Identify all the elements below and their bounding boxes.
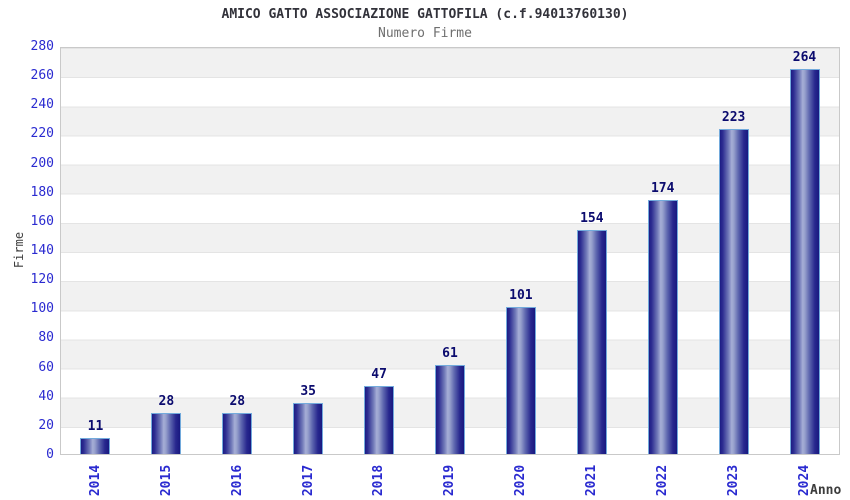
bar-value-label: 28 <box>158 394 175 410</box>
x-tick-label: 2019 <box>442 464 458 496</box>
bar-value-label: 154 <box>580 210 604 226</box>
x-tick-label: 2020 <box>513 464 529 496</box>
x-tick-label: 2014 <box>87 464 103 496</box>
x-tick-label: 2015 <box>158 464 174 496</box>
bar-value-label: 223 <box>721 110 746 126</box>
y-tick-label: 120 <box>30 272 54 288</box>
y-tick-label: 260 <box>30 68 54 84</box>
y-tick-label: 60 <box>38 359 54 375</box>
y-tick-label: 80 <box>38 330 54 346</box>
y-tick-label: 20 <box>38 417 54 433</box>
bar-2015 <box>151 413 182 454</box>
bar-2014 <box>80 437 111 454</box>
y-tick-label: 200 <box>30 155 54 171</box>
y-tick-label: 240 <box>30 97 54 113</box>
bar-2020 <box>505 306 536 454</box>
x-tick-label: 2022 <box>655 464 671 496</box>
x-tick-label: 2017 <box>300 464 316 496</box>
x-tick-label: 2016 <box>229 464 245 496</box>
bar-value-label: 61 <box>442 346 458 362</box>
bar-2017 <box>293 403 324 454</box>
bar-value-label: 174 <box>650 181 675 197</box>
bar-2023 <box>718 129 749 454</box>
bar-value-label: 47 <box>371 366 387 382</box>
y-tick-label: 100 <box>30 301 54 317</box>
bar-value-label: 28 <box>229 394 246 410</box>
bar-2021 <box>576 229 607 454</box>
bar-value-label: 11 <box>87 418 104 434</box>
bar-value-label: 101 <box>509 287 533 303</box>
y-tick-label: 160 <box>30 213 54 229</box>
x-tick-label: 2023 <box>726 464 742 496</box>
bar-value-label: 35 <box>300 384 316 399</box>
bar-2022 <box>647 200 678 454</box>
chart-subtitle: Numero Firme <box>378 26 472 41</box>
chart-title: AMICO GATTO ASSOCIAZIONE GATTOFILA (c.f.… <box>221 7 629 22</box>
bar-2018 <box>364 385 395 454</box>
x-tick-label: 2018 <box>371 464 387 496</box>
y-tick-label: 180 <box>30 184 54 200</box>
bar-2024 <box>789 69 820 454</box>
y-tick-label: 40 <box>38 388 54 404</box>
bar-value-label: 264 <box>792 50 817 66</box>
y-tick-label: 0 <box>46 447 54 462</box>
x-axis-title: Anno <box>810 483 842 498</box>
y-tick-label: 140 <box>30 243 54 258</box>
x-tick-label: 2024 <box>797 464 813 496</box>
bar-2016 <box>222 413 253 454</box>
y-tick-label: 220 <box>30 126 54 142</box>
y-tick-label: 280 <box>30 39 54 54</box>
x-tick-label: 2021 <box>584 464 600 496</box>
bar-2019 <box>435 365 465 454</box>
